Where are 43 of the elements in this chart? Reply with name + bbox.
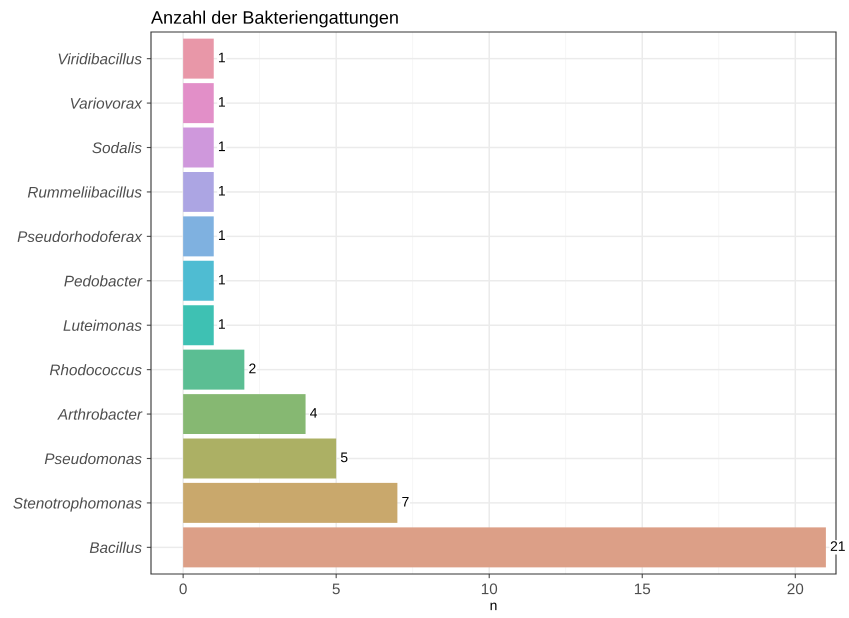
bar — [183, 172, 214, 212]
bar — [183, 305, 214, 346]
y-tick-label: Pseudomonas — [44, 452, 142, 464]
y-tick-label: Stenotrophomonas — [13, 497, 142, 512]
x-tick-label: 5 — [332, 584, 340, 594]
x-tick-label: 10 — [482, 583, 498, 594]
bar — [183, 394, 306, 434]
y-tick-label: Arthrobacter — [57, 408, 142, 420]
y-tick-label: Luteimonas — [63, 320, 142, 331]
data-label: 1 — [218, 274, 225, 284]
y-tick-label: Rhodococcus — [50, 364, 142, 376]
data-label: 7 — [402, 496, 409, 507]
data-label: 1 — [218, 52, 225, 62]
data-label: 4 — [310, 408, 318, 418]
chart-title: Anzahl der Bakteriengattungen — [151, 10, 398, 28]
bar — [183, 128, 214, 168]
data-label: 1 — [218, 186, 225, 196]
bar — [183, 350, 244, 390]
y-tick-label: Viridibacillus — [58, 53, 142, 64]
data-label: 2 — [249, 364, 256, 374]
data-label: 5 — [340, 452, 348, 462]
bar — [183, 260, 214, 301]
y-tick-label: Bacillus — [90, 542, 142, 554]
data-label: 1 — [218, 142, 225, 152]
bar — [183, 482, 398, 523]
x-axis-title: n — [490, 602, 496, 610]
y-tick-label: Pedobacter — [64, 275, 142, 286]
y-tick-label: Variovorax — [70, 98, 142, 109]
data-label: 1 — [218, 319, 225, 329]
x-tick-label: 15 — [634, 584, 650, 594]
bar — [183, 83, 214, 124]
data-label: 21 — [830, 541, 845, 551]
x-tick-label: 0 — [179, 583, 187, 594]
x-tick-label: 20 — [788, 583, 804, 594]
y-tick-label: Rummeliibacillus — [28, 186, 142, 198]
data-label: 1 — [218, 97, 225, 107]
data-label: 1 — [218, 230, 225, 240]
bar — [183, 438, 336, 478]
bar — [183, 38, 214, 79]
bar — [183, 527, 826, 568]
y-tick-label: Pseudorhodoferax — [18, 230, 142, 242]
bar — [183, 216, 214, 256]
y-tick-label: Sodalis — [92, 142, 142, 154]
